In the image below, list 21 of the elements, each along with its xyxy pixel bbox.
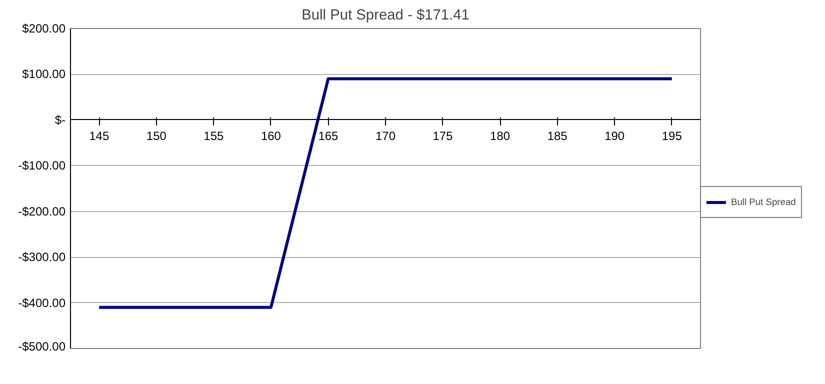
x-tick-label: 180 [490, 128, 510, 143]
x-tick-label: 190 [604, 128, 625, 143]
x-tick-label: 170 [375, 128, 396, 143]
x-tick-label: 165 [318, 128, 339, 143]
y-tick-label: -$100.00 [18, 158, 66, 173]
y-tick-label: -$500.00 [18, 340, 66, 354]
x-tick-label: 175 [432, 128, 454, 143]
y-tick-label: -$300.00 [18, 250, 66, 264]
y-tick-label: $- [54, 112, 66, 127]
chart-title: Bull Put Spread - $171.41 [302, 8, 470, 24]
x-tick-label: 195 [662, 128, 682, 143]
x-tick-label: 155 [204, 128, 224, 143]
x-tick-label: 145 [89, 128, 110, 143]
x-tick-label: 185 [547, 128, 568, 143]
y-tick-label: $200.00 [22, 22, 66, 36]
legend-label: Bull Put Spread [731, 197, 796, 207]
y-tick-label: -$200.00 [18, 204, 66, 218]
y-tick-label: -$400.00 [18, 296, 66, 310]
y-tick-label: $100.00 [22, 67, 66, 82]
x-tick-label: 150 [146, 128, 167, 143]
x-tick-label: 160 [260, 128, 282, 143]
